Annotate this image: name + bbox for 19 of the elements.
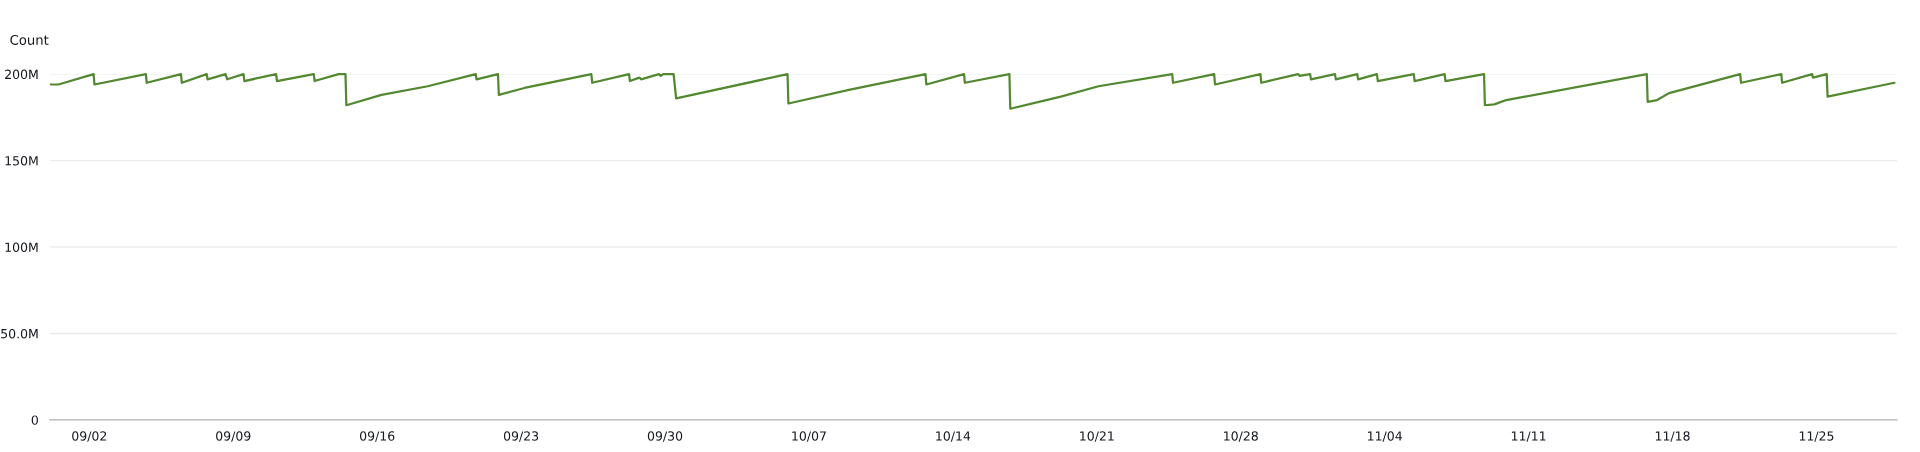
x-tick-label: 10/14 [936,431,971,442]
y-axis-title: Count [10,34,49,45]
x-tick-label: 10/07 [792,431,826,442]
y-tick-label: 0 [31,415,38,425]
x-tick-label: 11/04 [1368,431,1402,442]
y-tick-label: 200M [5,69,38,80]
x-tick-label: 09/30 [647,431,683,442]
x-tick-label: 09/23 [503,431,539,442]
x-tick-label: 11/11 [1511,431,1546,442]
x-tick-label: 09/09 [216,431,251,442]
x-tick-label: 09/16 [359,431,395,442]
x-tick-label: 11/18 [1655,431,1690,442]
x-tick-label: 10/28 [1224,431,1258,442]
y-tick-label: 150M [5,156,38,166]
x-tick-label: 11/25 [1799,431,1834,442]
x-tick-label: 10/21 [1080,431,1114,442]
y-tick-label: 100M [5,242,38,252]
x-tick-label: 09/02 [72,431,107,442]
y-tick-label: 50.0M [1,328,38,339]
